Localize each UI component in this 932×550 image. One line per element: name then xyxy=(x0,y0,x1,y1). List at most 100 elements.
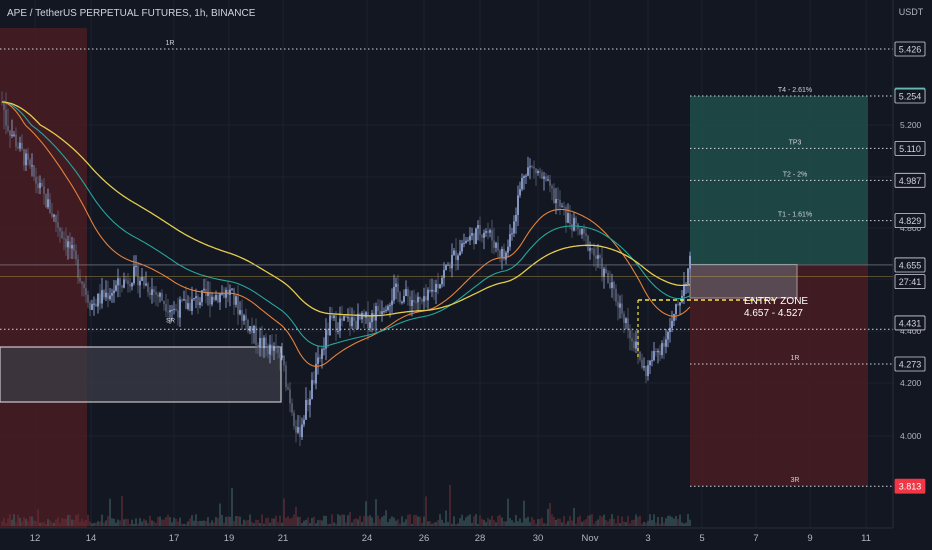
volume-bar xyxy=(517,521,519,526)
candle-body xyxy=(627,318,629,331)
candle-body xyxy=(49,199,51,214)
volume-bar xyxy=(245,520,247,526)
volume-bar xyxy=(251,521,253,526)
candle-body xyxy=(475,228,477,244)
volume-bar xyxy=(99,521,101,526)
candle-body xyxy=(671,320,673,328)
candle-body xyxy=(53,214,55,217)
volume-bar xyxy=(369,515,371,526)
volume-bar xyxy=(325,515,327,526)
candle-body xyxy=(83,283,85,288)
candle-body xyxy=(73,244,75,251)
volume-bar xyxy=(437,520,439,526)
volume-bar xyxy=(97,521,99,526)
candle-body xyxy=(467,240,469,242)
candle-body xyxy=(35,176,37,184)
candle-body xyxy=(571,224,573,231)
candle-body xyxy=(51,213,53,217)
candle-body xyxy=(39,182,41,189)
volume-bar xyxy=(563,516,565,526)
volume-bar xyxy=(57,517,59,526)
volume-bar xyxy=(491,515,493,526)
volume-bar xyxy=(397,519,399,526)
time-axis-panel[interactable] xyxy=(0,528,932,550)
volume-bar xyxy=(157,517,159,526)
volume-bar xyxy=(151,520,153,526)
candle-body xyxy=(435,283,437,293)
candle-body xyxy=(187,303,189,309)
volume-bar xyxy=(351,522,353,526)
candle-body xyxy=(225,289,227,298)
candle-body xyxy=(599,255,601,258)
volume-bar xyxy=(169,517,171,526)
volume-bar xyxy=(131,519,133,526)
volume-bar xyxy=(113,518,115,526)
volume-bar xyxy=(223,522,225,526)
volume-bar xyxy=(587,515,589,526)
time-label: 26 xyxy=(419,533,430,544)
volume-bar xyxy=(483,519,485,526)
volume-bar xyxy=(55,519,57,526)
volume-bar xyxy=(507,498,509,526)
candle-body xyxy=(43,186,45,194)
candle-body xyxy=(57,222,59,228)
volume-bar xyxy=(547,508,549,526)
candle-body xyxy=(153,289,155,293)
volume-bar xyxy=(527,516,529,526)
volume-bar xyxy=(395,520,397,526)
volume-bar xyxy=(679,514,681,526)
volume-bar xyxy=(355,518,357,526)
candle-body xyxy=(439,284,441,289)
candle-body xyxy=(549,179,551,186)
candle-body xyxy=(431,289,433,292)
volume-bar xyxy=(343,514,345,526)
candle-body xyxy=(579,229,581,235)
time-label: 5 xyxy=(699,533,704,544)
volume-bar xyxy=(625,522,627,526)
volume-bar xyxy=(77,514,79,526)
candle-body xyxy=(219,293,221,303)
volume-bar xyxy=(163,519,165,526)
volume-bar xyxy=(215,517,217,526)
volume-bar xyxy=(61,517,63,526)
candle-body xyxy=(231,288,233,290)
candle-body xyxy=(93,303,95,305)
candle-body xyxy=(319,357,321,359)
candle-body xyxy=(537,171,539,174)
volume-bar xyxy=(401,516,403,526)
candle-body xyxy=(321,349,323,359)
candle-body xyxy=(33,165,35,177)
volume-bar xyxy=(591,514,593,526)
price-badge-text: 4.431 xyxy=(899,318,922,328)
volume-bar xyxy=(509,518,511,526)
candle-body xyxy=(305,400,307,420)
candle-body xyxy=(199,302,201,306)
candle-body xyxy=(283,355,285,366)
candle-body xyxy=(397,283,399,293)
candle-body xyxy=(681,295,683,303)
candle-body xyxy=(245,315,247,320)
volume-bar xyxy=(683,523,685,526)
volume-bar xyxy=(161,519,163,526)
level-label: T4 - 2.61% xyxy=(778,87,812,94)
volume-bar xyxy=(471,522,473,526)
volume-bar xyxy=(635,514,637,526)
candle-body xyxy=(141,277,143,281)
volume-bar xyxy=(211,520,213,526)
volume-bar xyxy=(41,522,43,526)
candle-body xyxy=(557,198,559,200)
volume-bar xyxy=(271,518,273,526)
volume-bar xyxy=(89,521,91,526)
volume-bar xyxy=(419,516,421,526)
volume-bar xyxy=(333,522,335,526)
volume-bar xyxy=(331,514,333,526)
volume-bar xyxy=(411,523,413,526)
candle-body xyxy=(55,214,57,223)
volume-bar xyxy=(19,517,21,526)
volume-bar xyxy=(377,515,379,526)
candle-body xyxy=(625,318,627,323)
volume-bar xyxy=(107,516,109,526)
candle-body xyxy=(385,309,387,312)
